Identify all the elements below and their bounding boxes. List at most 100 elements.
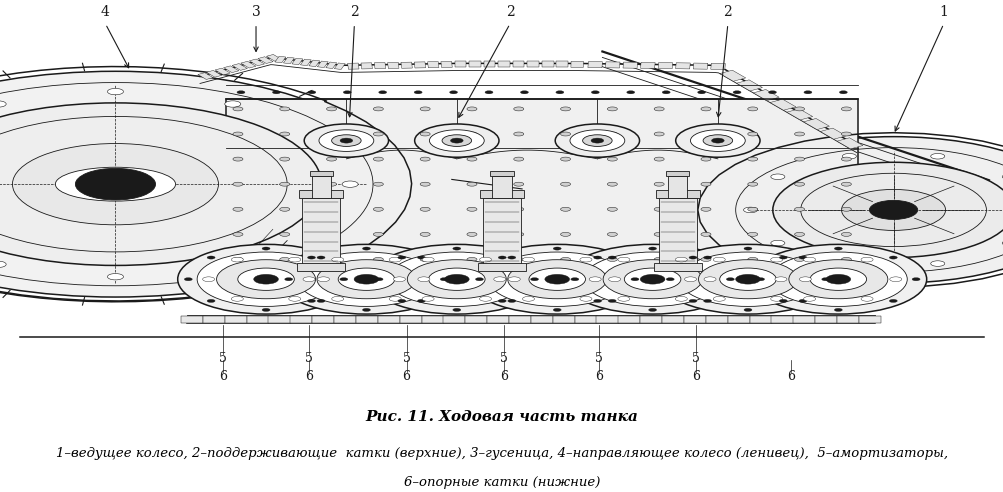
Circle shape — [624, 268, 680, 290]
Circle shape — [700, 132, 710, 136]
Text: 2: 2 — [723, 5, 731, 19]
Bar — [302, 198, 340, 265]
Circle shape — [842, 261, 856, 266]
Circle shape — [798, 299, 806, 303]
Circle shape — [419, 132, 429, 136]
Polygon shape — [719, 70, 745, 81]
Circle shape — [254, 275, 278, 284]
Circle shape — [747, 107, 757, 111]
Polygon shape — [232, 63, 247, 70]
Circle shape — [911, 277, 919, 281]
Bar — [553, 316, 575, 323]
Circle shape — [803, 91, 811, 94]
Text: 5: 5 — [595, 352, 603, 365]
Circle shape — [429, 130, 483, 152]
Circle shape — [207, 299, 215, 303]
Circle shape — [289, 257, 301, 262]
Circle shape — [930, 261, 944, 266]
Circle shape — [589, 277, 601, 281]
Bar — [356, 316, 378, 323]
Bar — [666, 172, 689, 176]
Circle shape — [607, 207, 617, 211]
Circle shape — [233, 107, 243, 111]
Circle shape — [698, 260, 796, 299]
Circle shape — [545, 275, 569, 284]
Circle shape — [770, 240, 784, 246]
Circle shape — [793, 157, 803, 161]
Circle shape — [802, 257, 814, 262]
Text: 6: 6 — [595, 370, 603, 383]
Bar — [653, 263, 701, 271]
Polygon shape — [317, 61, 328, 67]
Bar — [859, 316, 881, 323]
Polygon shape — [440, 62, 451, 67]
Polygon shape — [207, 70, 222, 77]
Circle shape — [419, 232, 429, 236]
Circle shape — [654, 232, 664, 236]
Polygon shape — [427, 62, 438, 68]
Circle shape — [0, 103, 321, 266]
Circle shape — [310, 135, 326, 141]
Polygon shape — [513, 62, 524, 67]
Circle shape — [0, 101, 6, 107]
Circle shape — [378, 91, 386, 94]
Circle shape — [688, 299, 696, 303]
Bar — [311, 176, 331, 198]
Polygon shape — [497, 62, 510, 67]
Circle shape — [675, 297, 687, 301]
Circle shape — [697, 91, 705, 94]
Circle shape — [820, 277, 828, 281]
Circle shape — [684, 277, 696, 281]
Circle shape — [342, 181, 358, 187]
Circle shape — [339, 277, 347, 281]
Bar — [618, 316, 640, 323]
Circle shape — [703, 277, 715, 281]
Circle shape — [419, 257, 429, 261]
Circle shape — [373, 257, 383, 261]
Bar — [334, 316, 356, 323]
Circle shape — [326, 132, 336, 136]
Circle shape — [479, 297, 491, 301]
Text: 6: 6 — [786, 370, 794, 383]
Circle shape — [285, 277, 293, 281]
Circle shape — [514, 157, 524, 161]
Circle shape — [654, 157, 664, 161]
Circle shape — [439, 277, 447, 281]
Text: 5: 5 — [219, 352, 227, 365]
Circle shape — [475, 277, 483, 281]
Circle shape — [833, 247, 842, 250]
Polygon shape — [692, 63, 707, 69]
Text: 2: 2 — [506, 5, 514, 19]
Circle shape — [280, 257, 290, 261]
Circle shape — [747, 182, 757, 186]
Text: Рис. 11. Ходовая часть танка: Рис. 11. Ходовая часть танка — [365, 410, 638, 424]
Polygon shape — [657, 62, 672, 69]
Circle shape — [75, 168, 155, 200]
Circle shape — [368, 245, 545, 314]
Text: 6: 6 — [691, 370, 699, 383]
Circle shape — [583, 252, 721, 307]
Circle shape — [770, 174, 784, 180]
Polygon shape — [309, 60, 320, 66]
Text: 5: 5 — [402, 352, 410, 365]
Bar — [770, 316, 792, 323]
Circle shape — [560, 182, 570, 186]
Circle shape — [675, 124, 759, 157]
Circle shape — [0, 261, 6, 268]
Circle shape — [678, 252, 816, 307]
Circle shape — [700, 232, 710, 236]
Polygon shape — [483, 62, 494, 67]
Circle shape — [317, 277, 329, 281]
Polygon shape — [819, 128, 846, 139]
Circle shape — [397, 299, 405, 303]
Bar — [464, 316, 486, 323]
Circle shape — [732, 91, 740, 94]
Bar — [310, 172, 333, 176]
Circle shape — [889, 277, 901, 281]
Polygon shape — [640, 62, 655, 68]
Circle shape — [289, 297, 301, 301]
Circle shape — [571, 277, 579, 281]
Circle shape — [479, 257, 491, 262]
Circle shape — [861, 297, 873, 301]
Bar — [668, 176, 687, 198]
